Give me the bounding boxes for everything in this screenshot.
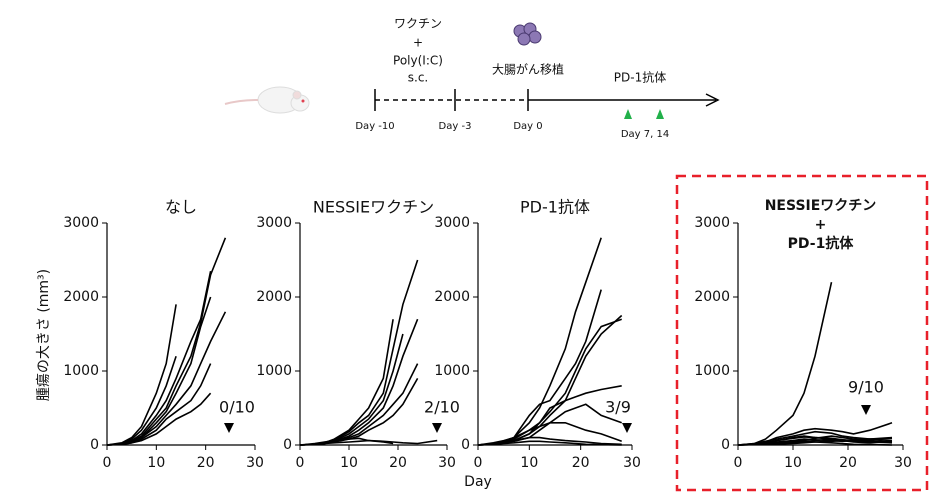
- timeline-day: Day 7, 14: [621, 129, 669, 140]
- tumor-growth-line: [737, 437, 893, 446]
- x-tick-label: 20: [572, 455, 590, 471]
- panel-title: NESSIEワクチン: [765, 198, 877, 214]
- tumor-growth-line: [106, 311, 227, 446]
- tumor-growth-line: [477, 237, 602, 446]
- highlight-box: [675, 174, 929, 492]
- timeline-label: Poly(I:C): [393, 54, 443, 68]
- timeline-label: 大腸がん移植: [492, 62, 564, 77]
- y-tick-label: 2000: [63, 289, 99, 305]
- timeline-day: Day 0: [513, 121, 542, 132]
- tumor-growth-line: [299, 259, 419, 446]
- timeline-day: Day -3: [439, 121, 472, 132]
- tumor-growth-line: [477, 422, 622, 446]
- tumor-growth-line: [477, 440, 622, 446]
- panel-title: NESSIEワクチン: [313, 198, 434, 217]
- tumor-growth-line: [737, 436, 893, 446]
- timeline-label: s.c.: [408, 71, 428, 85]
- tumor-growth-line: [106, 392, 212, 446]
- x-tick-label: 30: [894, 455, 912, 471]
- x-tick-label: 10: [520, 455, 538, 471]
- x-axis-label: Day: [464, 474, 492, 490]
- panel-title: PD-1抗体: [520, 198, 590, 217]
- tumor-growth-line: [477, 436, 622, 446]
- response-ratio: 3/9: [605, 398, 631, 417]
- tumor-growth-line: [299, 439, 438, 446]
- y-tick-label: 1000: [434, 363, 470, 379]
- timeline-label: ワクチン: [394, 17, 442, 31]
- y-axis-label: 腫瘍の大きさ (mm³): [35, 269, 52, 401]
- tumor-growth-line: [106, 304, 177, 446]
- y-tick-label: 2000: [256, 289, 292, 305]
- y-tick-label: 3000: [694, 215, 730, 231]
- panel-title: +: [815, 217, 827, 233]
- mouse-icon: [224, 86, 310, 114]
- x-tick-label: 10: [784, 455, 802, 471]
- tumor-growth-line: [737, 282, 833, 446]
- x-tick-label: 0: [296, 455, 305, 471]
- end-marker: [432, 423, 442, 433]
- end-marker: [622, 423, 632, 433]
- timeline: [374, 89, 720, 111]
- y-tick-label: 0: [283, 437, 292, 453]
- panel-title: PD-1抗体: [788, 235, 855, 252]
- y-tick-label: 2000: [434, 289, 470, 305]
- x-tick-label: 0: [103, 455, 112, 471]
- x-tick-label: 10: [340, 455, 358, 471]
- y-tick-label: 1000: [63, 363, 99, 379]
- timeline-day: Day -10: [355, 121, 394, 132]
- tumor-growth-line: [299, 363, 419, 446]
- y-tick-label: 1000: [694, 363, 730, 379]
- y-tick-label: 0: [721, 437, 730, 453]
- y-tick-label: 1000: [256, 363, 292, 379]
- x-tick-label: 10: [147, 455, 165, 471]
- response-ratio: 9/10: [848, 378, 884, 397]
- response-ratio: 2/10: [424, 398, 460, 417]
- y-tick-label: 0: [461, 437, 470, 453]
- y-tick-label: 2000: [694, 289, 730, 305]
- tumor-growth-line: [299, 319, 394, 446]
- tumor-growth-line: [477, 314, 623, 446]
- x-tick-label: 30: [438, 455, 456, 471]
- x-tick-label: 0: [474, 455, 483, 471]
- x-tick-label: 20: [197, 455, 215, 471]
- dose-marker: [624, 109, 632, 119]
- end-marker: [224, 423, 234, 433]
- timeline-label: +: [413, 36, 423, 50]
- x-tick-label: 0: [734, 455, 743, 471]
- x-tick-label: 20: [839, 455, 857, 471]
- y-tick-label: 3000: [63, 215, 99, 231]
- dose-marker: [656, 109, 664, 119]
- y-tick-label: 3000: [434, 215, 470, 231]
- x-tick-label: 30: [623, 455, 641, 471]
- x-tick-label: 30: [246, 455, 264, 471]
- y-tick-label: 3000: [256, 215, 292, 231]
- timeline-label: PD-1抗体: [614, 70, 666, 85]
- panel-title: なし: [165, 198, 197, 217]
- tumor-growth-line: [106, 237, 227, 446]
- response-ratio: 0/10: [219, 398, 255, 417]
- tumor-growth-line: [299, 378, 419, 446]
- end-marker: [861, 405, 871, 415]
- tumor-growth-line: [477, 318, 622, 446]
- tumor-cells-icon: [513, 22, 542, 46]
- y-tick-label: 0: [90, 437, 99, 453]
- x-tick-label: 20: [389, 455, 407, 471]
- tumor-growth-line: [737, 430, 893, 446]
